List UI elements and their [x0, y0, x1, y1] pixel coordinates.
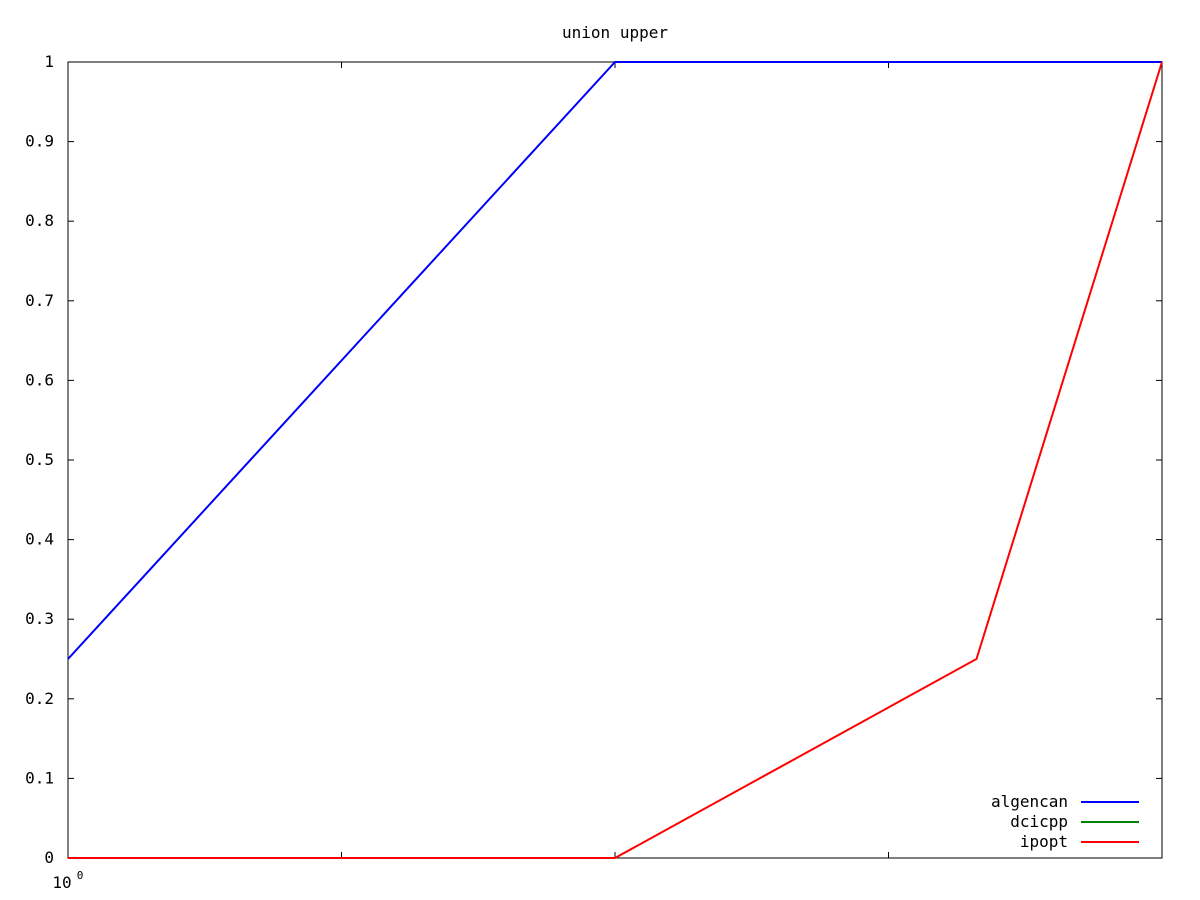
plot-area — [67, 61, 1163, 859]
series-line-algencan — [67, 61, 1162, 660]
y-tick-label: 0.6 — [25, 370, 54, 389]
y-tick-label: 0.9 — [25, 132, 54, 151]
y-tick-label: 0.3 — [25, 609, 54, 628]
legend-label-dcicpp: dcicpp — [1010, 812, 1068, 831]
y-tick-label: 0.7 — [25, 291, 54, 310]
y-axis: 0 0.1 0.2 0.3 0.4 0.5 0.6 0.7 0.8 0.9 1 — [25, 52, 1162, 867]
y-tick-label: 0 — [44, 848, 54, 867]
plot-frame — [67, 61, 1163, 859]
series-line-ipopt — [68, 61, 1163, 859]
y-tick-label: 0.2 — [25, 689, 54, 708]
y-tick-label: 0.4 — [25, 530, 54, 549]
x-axis: 10 0 — [52, 62, 1163, 892]
chart-title: union upper — [562, 23, 668, 42]
legend-label-algencan: algencan — [991, 792, 1068, 811]
x-tick-label: 10 — [52, 873, 71, 892]
x-tick-label-exponent: 0 — [77, 869, 84, 882]
y-tick-label: 0.5 — [25, 450, 54, 469]
y-tick-label: 0.1 — [25, 768, 54, 787]
y-tick-label: 0.8 — [25, 211, 54, 230]
legend-label-ipopt: ipopt — [1020, 832, 1068, 851]
y-tick-label: 1 — [44, 52, 54, 71]
series-lines — [67, 61, 1163, 859]
